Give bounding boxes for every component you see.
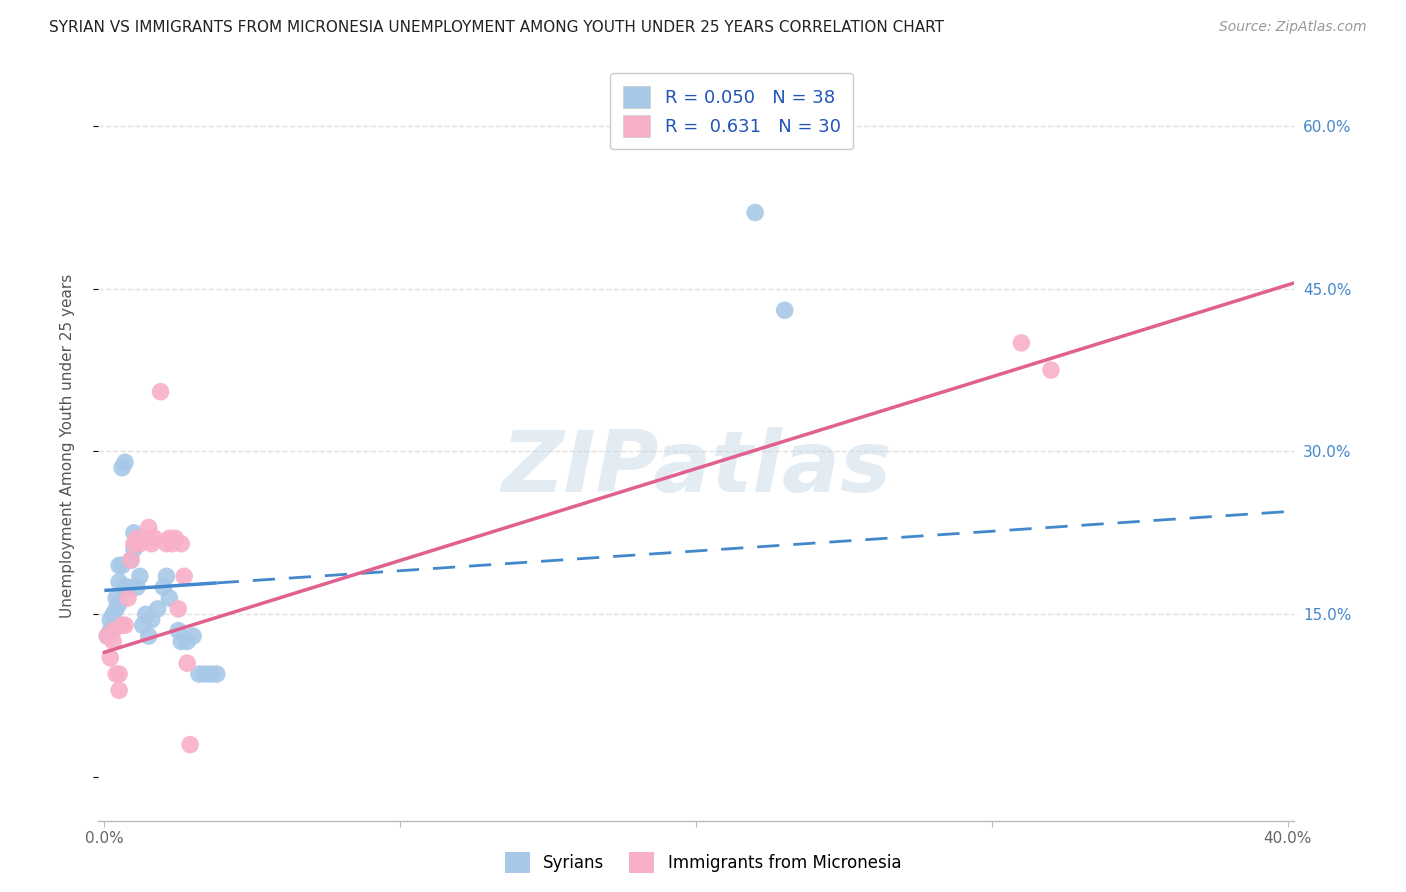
Point [117,580,139,594]
Point [132,618,155,632]
Point [96,629,118,643]
Point [176,656,198,670]
Legend: R = 0.050   N = 38, R =  0.631   N = 30: R = 0.050 N = 38, R = 0.631 N = 30 [610,73,853,150]
Point [138,629,160,643]
Point [125,580,148,594]
Point [173,569,195,583]
Point [773,303,796,318]
Point [744,205,766,219]
Point [157,531,180,545]
Point [117,591,139,605]
Point [167,602,190,616]
Point [141,613,163,627]
Point [111,460,134,475]
Point [103,607,125,622]
Point [96,629,118,643]
Point [105,667,128,681]
Point [194,667,217,681]
Point [179,738,201,752]
Point [114,618,136,632]
Point [135,607,157,622]
Point [170,537,193,551]
Point [111,558,134,573]
Point [170,634,193,648]
Point [122,542,145,557]
Point [122,537,145,551]
Text: Source: ZipAtlas.com: Source: ZipAtlas.com [1219,20,1367,34]
Text: SYRIAN VS IMMIGRANTS FROM MICRONESIA UNEMPLOYMENT AMONG YOUTH UNDER 25 YEARS COR: SYRIAN VS IMMIGRANTS FROM MICRONESIA UNE… [49,20,945,35]
Point [114,455,136,469]
Point [181,629,204,643]
Point [114,580,136,594]
Point [143,531,166,545]
Point [108,597,131,611]
Point [103,618,125,632]
Point [122,525,145,540]
Point [111,618,134,632]
Point [108,667,131,681]
Point [128,537,150,551]
Point [105,602,128,616]
Point [152,580,174,594]
Point [108,574,131,589]
Point [125,531,148,545]
Point [1039,363,1062,377]
Y-axis label: Unemployment Among Youth under 25 years: Unemployment Among Youth under 25 years [60,274,75,618]
Point [155,537,177,551]
Point [120,553,142,567]
Point [155,569,177,583]
Point [135,531,157,545]
Point [167,624,190,638]
Point [188,667,211,681]
Point [200,667,222,681]
Point [98,624,121,638]
Point [138,520,160,534]
Point [105,591,128,605]
Point [128,569,150,583]
Point [157,591,180,605]
Point [149,384,172,399]
Point [176,634,198,648]
Point [108,558,131,573]
Point [1010,335,1032,350]
Legend: Syrians, Immigrants from Micronesia: Syrians, Immigrants from Micronesia [498,846,908,880]
Point [98,613,121,627]
Point [98,650,121,665]
Point [108,683,131,698]
Text: ZIPatlas: ZIPatlas [501,427,891,510]
Point [103,634,125,648]
Point [165,531,187,545]
Point [205,667,228,681]
Point [141,537,163,551]
Point [146,602,169,616]
Point [162,537,184,551]
Point [103,624,125,638]
Point [120,553,142,567]
